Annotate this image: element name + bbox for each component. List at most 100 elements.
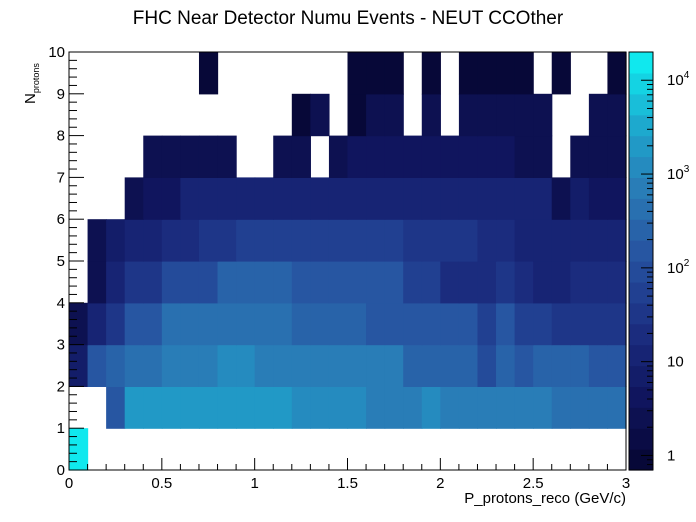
heatmap-cell	[384, 219, 404, 262]
color-scale-band	[629, 344, 653, 367]
heatmap-cell	[254, 386, 274, 429]
heatmap-cell	[254, 261, 274, 304]
heatmap-cell	[403, 135, 423, 178]
color-scale-band	[629, 156, 653, 178]
heatmap-cell	[588, 135, 609, 178]
y-tick-label: 2	[57, 378, 65, 395]
heatmap-cell	[514, 93, 534, 137]
heatmap-cell	[198, 177, 219, 220]
heatmap-cell	[198, 261, 219, 304]
heatmap-cell	[143, 177, 163, 220]
heatmap-cell	[421, 219, 441, 262]
heatmap-cell	[236, 386, 256, 429]
heatmap-cell	[551, 219, 571, 262]
color-scale-band	[629, 281, 653, 304]
heatmap-cell	[403, 261, 423, 304]
color-scale-band	[629, 240, 653, 262]
heatmap-cell	[607, 135, 627, 178]
heatmap-cell	[180, 261, 200, 304]
heatmap-cell	[477, 177, 497, 220]
heatmap-cell	[328, 302, 349, 346]
x-tick-label: 1.5	[337, 475, 358, 492]
heatmap-cell	[496, 302, 516, 346]
color-scale-band	[629, 198, 653, 220]
heatmap-cell	[217, 135, 237, 178]
heatmap-cell	[217, 177, 237, 220]
heatmap-cell	[514, 177, 534, 220]
heatmap-cell	[124, 302, 144, 346]
heatmap-cell	[366, 177, 386, 220]
heatmap-cell	[570, 386, 590, 429]
heatmap-cell	[347, 344, 367, 387]
heatmap-cell	[421, 52, 441, 95]
heatmap-cell	[180, 344, 200, 387]
x-tick-label: 1	[250, 475, 258, 492]
color-scale-band	[629, 386, 653, 408]
y-tick-label: 7	[57, 169, 65, 186]
heatmap-cell	[236, 344, 256, 387]
heatmap-cell	[180, 135, 200, 178]
heatmap-cell	[291, 302, 311, 346]
heatmap-cell	[87, 302, 107, 346]
heatmap-cell	[217, 344, 237, 387]
heatmap-cell	[310, 344, 330, 387]
heatmap-cell	[533, 219, 553, 262]
heatmap-cell	[421, 135, 441, 178]
heatmap-cell	[143, 386, 163, 429]
heatmap-cell	[477, 52, 497, 95]
heatmap-cell	[588, 386, 609, 429]
y-tick-label: 5	[57, 253, 65, 270]
heatmap-cell	[496, 93, 516, 137]
heatmap-cell	[607, 219, 627, 262]
color-scale-band	[629, 135, 653, 158]
heatmap-cell	[236, 302, 256, 346]
heatmap-cell	[143, 261, 163, 304]
heatmap-cell	[198, 219, 219, 262]
color-scale-band	[629, 449, 653, 471]
heatmap-cell	[124, 177, 144, 220]
heatmap-cell	[607, 261, 627, 304]
heatmap-cell	[69, 302, 89, 346]
heatmap-cell	[477, 219, 497, 262]
heatmap-cell	[607, 302, 627, 346]
heatmap-cell	[477, 344, 497, 387]
heatmap-cell	[310, 302, 330, 346]
heatmap-cell	[328, 344, 349, 387]
heatmap-cell	[403, 219, 423, 262]
heatmap-cell	[254, 302, 274, 346]
heatmap-cell	[328, 219, 349, 262]
heatmap-cell	[514, 302, 534, 346]
heatmap-cell	[607, 93, 627, 137]
heatmap-cell	[347, 261, 367, 304]
heatmap-cell	[254, 177, 274, 220]
heatmap-cell	[143, 135, 163, 178]
heatmap-cell	[180, 386, 200, 429]
heatmap-cell	[161, 344, 181, 387]
heatmap-cell	[440, 135, 460, 178]
heatmap-cell	[384, 344, 404, 387]
heatmap-cell	[198, 52, 219, 95]
heatmap-cell	[366, 93, 386, 137]
heatmap-cell	[310, 177, 330, 220]
heatmap-cell	[124, 261, 144, 304]
heatmap-cell	[124, 344, 144, 387]
heatmap-cell	[570, 135, 590, 178]
heatmap-cell	[291, 261, 311, 304]
heatmap-cell	[551, 302, 571, 346]
color-scale-band	[629, 52, 653, 74]
x-axis: 0 0.5 1 1.5 2 2.5 3	[65, 458, 630, 492]
z-tick-label: 1	[667, 447, 675, 464]
heatmap-cell	[588, 219, 609, 262]
heatmap-cell	[588, 261, 609, 304]
heatmap-cell	[366, 344, 386, 387]
heatmap-cell	[291, 135, 311, 178]
heatmap-cell	[291, 344, 311, 387]
heatmap-cell	[440, 261, 460, 304]
heatmap-cell	[496, 135, 516, 178]
color-scale-bar	[628, 51, 654, 471]
heatmap-cell	[384, 177, 404, 220]
heatmap-cell	[366, 302, 386, 346]
heatmap-cell	[403, 344, 423, 387]
heatmap-cell	[273, 386, 293, 429]
